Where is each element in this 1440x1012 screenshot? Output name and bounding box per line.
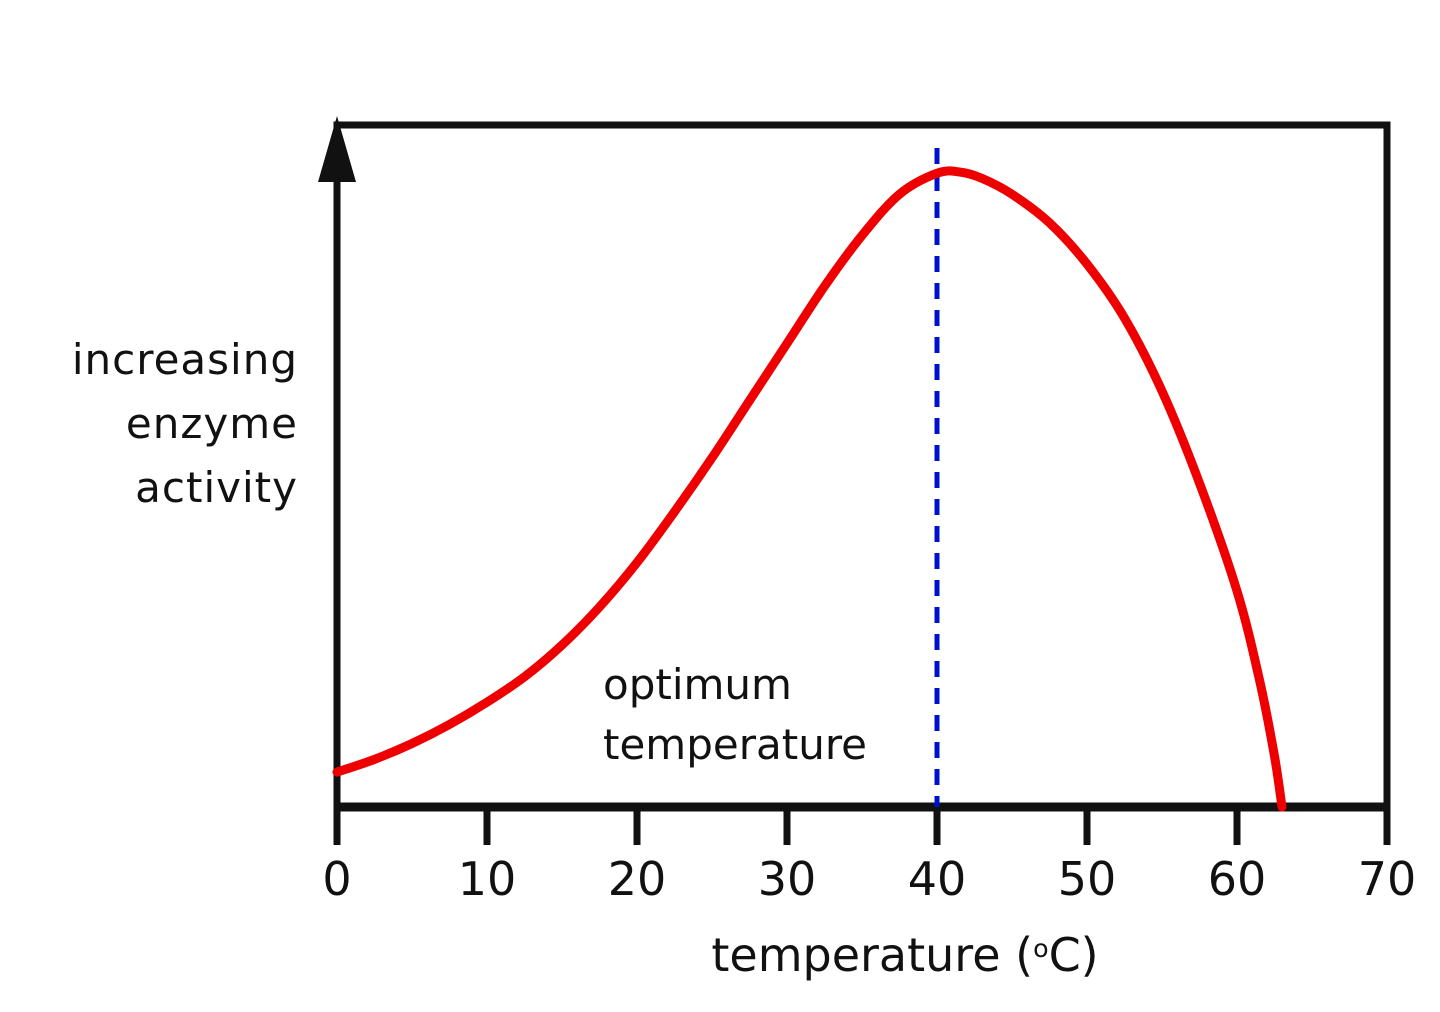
x-axis-label-prefix: temperature ( (711, 928, 1034, 982)
x-tick-label: 30 (757, 852, 817, 906)
y-axis-label: increasing enzyme activity (0, 328, 298, 520)
enzyme-activity-curve (332, 166, 1287, 812)
annotation-line-2: temperature (603, 720, 867, 769)
x-tick-label: 20 (607, 852, 667, 906)
x-tick-label: 0 (322, 852, 352, 906)
x-tick-label: 70 (1357, 852, 1417, 906)
x-tick-label: 50 (1057, 852, 1117, 906)
x-tick-label: 60 (1207, 852, 1267, 906)
optimum-temperature-annotation: optimum temperature (603, 655, 867, 775)
x-tick-label: 40 (907, 852, 967, 906)
x-axis-label-degree: o (1033, 934, 1049, 964)
y-axis-label-line-3: activity (135, 463, 298, 512)
y-axis-arrowhead (318, 116, 356, 182)
x-tick-label: 10 (457, 852, 517, 906)
y-axis-label-line-2: enzyme (125, 399, 298, 448)
x-axis-label-suffix: C) (1048, 928, 1099, 982)
y-axis-label-line-1: increasing (71, 335, 298, 384)
x-axis-label: temperature (oC) (711, 928, 1098, 982)
annotation-line-1: optimum (603, 660, 792, 709)
